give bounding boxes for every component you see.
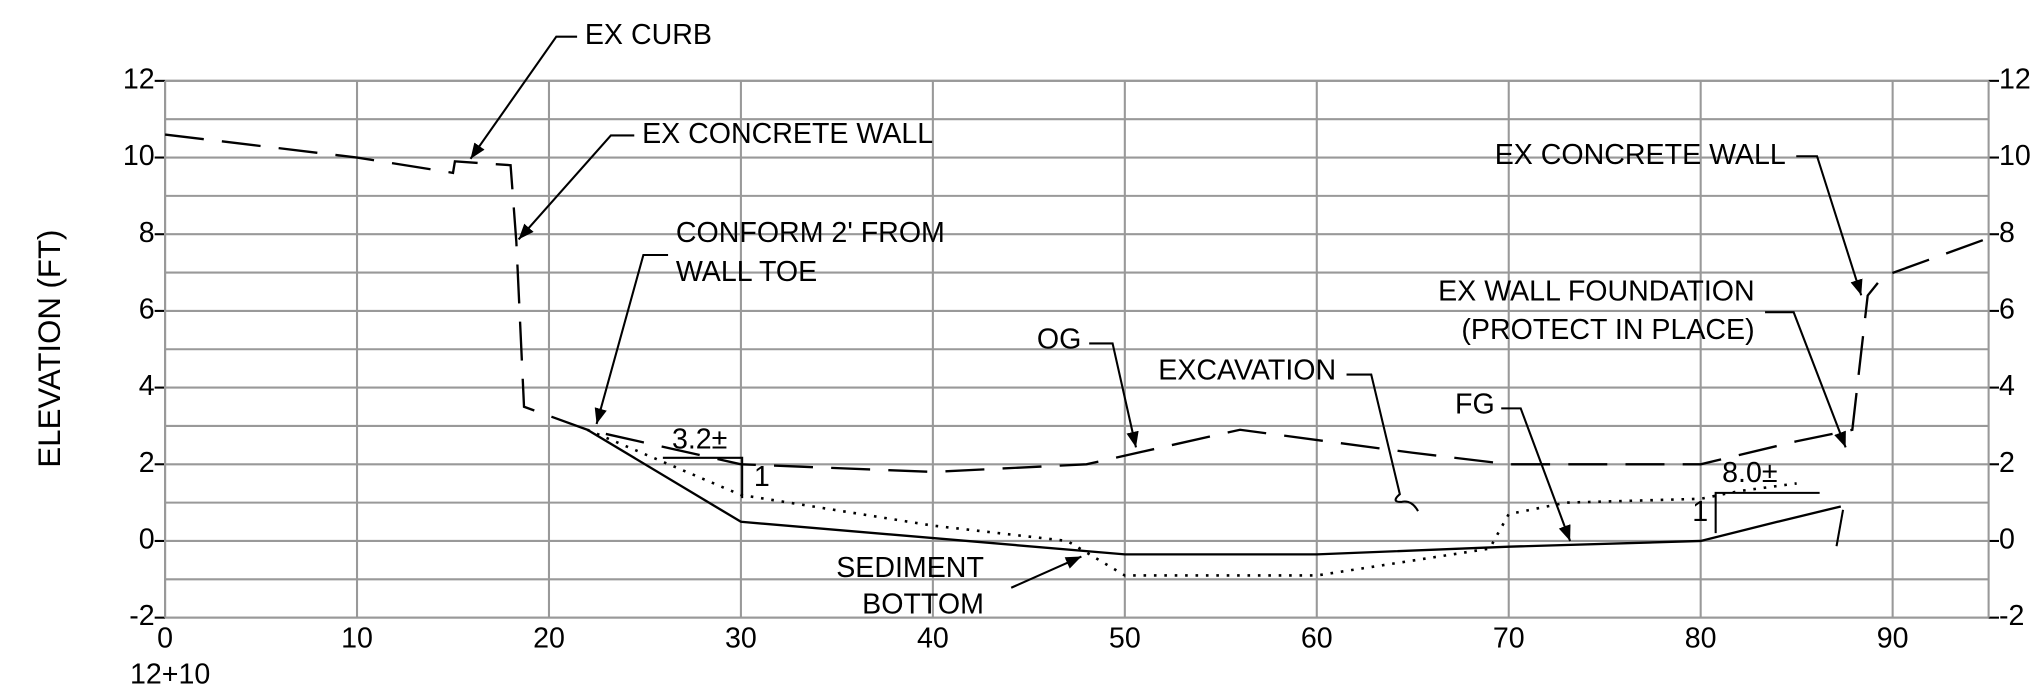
annotation: OG	[1037, 323, 1081, 355]
annotation: EX CURB	[585, 19, 712, 51]
x-tick-label: 60	[1301, 622, 1333, 654]
x-tick-label: 30	[725, 622, 757, 654]
leader	[594, 253, 669, 425]
slope-label: 3.2±	[672, 423, 727, 455]
x-tick-label: 20	[533, 622, 565, 654]
y-tick-label: 10	[123, 140, 155, 172]
leader	[1346, 373, 1419, 512]
y2-tick-label: 0	[1999, 524, 2015, 556]
y2-tick-label: 2	[1999, 447, 2015, 479]
annotation: (PROTECT IN PLACE)	[1461, 314, 1754, 346]
x-tick-label: 50	[1109, 622, 1141, 654]
annotation: SEDIMENT	[836, 552, 984, 584]
x-tick-label: 10	[341, 622, 373, 654]
series-line	[586, 428, 1797, 577]
y2-tick-label: 4	[1999, 370, 2015, 402]
y-tick-label: 12	[123, 63, 155, 95]
y2-tick-label: -2	[1999, 600, 2024, 632]
y2-tick-label: 6	[1999, 293, 2015, 325]
annotation: CONFORM 2' FROM	[676, 217, 945, 249]
y2-tick-label: 10	[1999, 140, 2031, 172]
annotations: EX CURB EX CONCRETE WALL CONFORM 2' FROM…	[469, 19, 1863, 620]
y-tick-label: 0	[139, 524, 155, 556]
annotation: EX CONCRETE WALL	[1495, 139, 1786, 171]
slope-label: 1	[1692, 496, 1708, 528]
annotation: BOTTOM	[862, 588, 984, 620]
slope-label: 1	[754, 461, 770, 493]
annotation: EX CONCRETE WALL	[642, 118, 933, 150]
leader	[1010, 555, 1082, 589]
leader	[1501, 407, 1572, 542]
leader	[1765, 311, 1847, 448]
y-tick-label: 2	[139, 447, 155, 479]
series-line	[164, 133, 1990, 474]
y2-tick-label: 8	[1999, 217, 2015, 249]
annotation: EX WALL FOUNDATION	[1438, 275, 1755, 307]
series-line	[586, 428, 1842, 556]
x-tick-label: 70	[1493, 622, 1525, 654]
y2-tick-label: 12	[1999, 63, 2031, 95]
x-tick-label: 0	[157, 622, 173, 654]
annotation: WALL TOE	[676, 256, 817, 288]
x-tick-label: 80	[1685, 622, 1717, 654]
slope-label: 8.0±	[1722, 457, 1777, 489]
plot	[164, 133, 1990, 577]
wall-foot	[1835, 509, 1845, 547]
leader	[517, 134, 635, 241]
y-tick-label: 8	[139, 217, 155, 249]
y-tick-label: -2	[129, 600, 154, 632]
y-tick-label: 6	[139, 293, 155, 325]
x-tick-label: 90	[1877, 622, 1909, 654]
leader	[1089, 342, 1139, 448]
leader	[1796, 155, 1863, 296]
slope-triangle	[1714, 491, 1820, 534]
annotation: EXCAVATION	[1158, 355, 1336, 387]
station-label: 12+10	[130, 659, 210, 691]
slope-triangle	[662, 456, 744, 499]
y-tick-label: 4	[139, 370, 155, 402]
annotation: FG	[1455, 388, 1495, 420]
x-tick-label: 40	[917, 622, 949, 654]
leader	[469, 35, 578, 160]
y-axis-label: ELEVATION (FT)	[32, 230, 67, 468]
